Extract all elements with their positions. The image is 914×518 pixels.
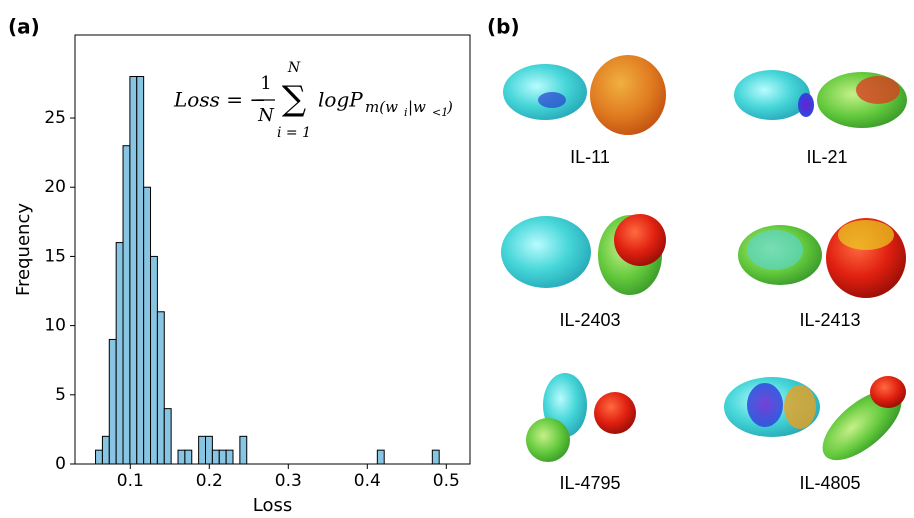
bar	[198, 435, 207, 465]
formula-text: logP	[318, 88, 363, 112]
bar	[101, 435, 110, 465]
y-tick-label: 5	[55, 385, 66, 405]
bar	[177, 449, 186, 465]
molecule-surface	[747, 383, 783, 427]
bar	[95, 449, 103, 465]
bar	[431, 449, 440, 465]
formula-text: i = 1	[277, 125, 311, 141]
bar	[143, 186, 152, 465]
panel-label: (b)	[487, 15, 520, 39]
molecule-surface	[614, 214, 666, 266]
molecule-label: IL-11	[570, 147, 610, 167]
molecule-surface	[590, 55, 666, 135]
molecule-label: IL-2413	[799, 310, 860, 330]
molecule-surface	[784, 385, 816, 429]
formula-text: Loss = −	[173, 88, 266, 112]
molecule-surface	[798, 93, 814, 117]
molecule-surface	[526, 418, 570, 462]
molecule-surface	[594, 392, 636, 434]
molecule-label: IL-2403	[559, 310, 620, 330]
x-tick-label: 0.3	[275, 471, 302, 491]
panel-label: (a)	[8, 15, 40, 39]
x-tick-label: 0.1	[117, 471, 144, 491]
x-tick-label: 0.4	[354, 471, 381, 491]
molecule-surface	[747, 230, 803, 270]
molecule-surface	[856, 76, 900, 104]
molecule-surface	[822, 389, 902, 461]
y-tick-label: 15	[44, 246, 66, 266]
sum-sign: ∑	[282, 79, 306, 119]
x-axis-label: Loss	[253, 495, 292, 516]
y-axis-label: Frequency	[13, 203, 34, 296]
molecule-label: IL-4795	[559, 473, 620, 493]
formula: Loss = − 1 N ∑ N i = 1 logP m(w i |w <1 …	[173, 60, 453, 141]
x-tick-label: 0.2	[196, 471, 223, 491]
bar	[122, 145, 131, 465]
y-tick-label: 0	[55, 454, 66, 474]
molecule-surface	[503, 64, 587, 120]
formula-text: <1	[432, 106, 448, 119]
molecule-surface	[838, 220, 894, 250]
formula-text: 1	[260, 73, 271, 94]
bar	[184, 449, 193, 465]
y-tick-label: 10	[44, 316, 66, 336]
bar	[239, 435, 248, 465]
formula-text: )	[446, 98, 453, 116]
bar	[108, 338, 117, 465]
molecule-surface	[501, 216, 591, 288]
x-tick-label: 0.5	[433, 471, 460, 491]
bar	[115, 242, 124, 465]
molecule-images	[501, 55, 907, 462]
y-tick-label: 25	[44, 108, 66, 128]
bar	[225, 449, 234, 465]
molecule-surface	[870, 376, 906, 408]
bar	[136, 76, 145, 465]
bar	[163, 408, 172, 465]
formula-text: |w	[408, 98, 426, 116]
bar	[150, 255, 158, 465]
formula-text: i	[404, 106, 408, 119]
bar	[218, 449, 227, 465]
molecule-surface	[734, 70, 810, 120]
molecule-surface	[538, 92, 566, 108]
bar	[129, 76, 138, 465]
y-tick-label: 20	[44, 177, 66, 197]
molecule-label: IL-21	[806, 147, 847, 167]
histogram-plot: 0.1 0.2 0.3 0.4 0.5 0 5 10 15 20 25 Loss Frequency	[13, 34, 471, 516]
molecule-label: IL-4805	[799, 473, 860, 493]
bar	[156, 311, 165, 465]
formula-text: N	[287, 60, 301, 76]
bar	[211, 449, 220, 465]
axes-frame	[74, 34, 471, 465]
bar	[205, 435, 213, 465]
bar	[376, 449, 385, 465]
molecule-labels: IL-11 IL-21 IL-2403 IL-2413 IL-4795 IL-4805	[559, 147, 860, 493]
formula-text: N	[257, 105, 275, 126]
formula-text: m(w	[365, 98, 398, 116]
